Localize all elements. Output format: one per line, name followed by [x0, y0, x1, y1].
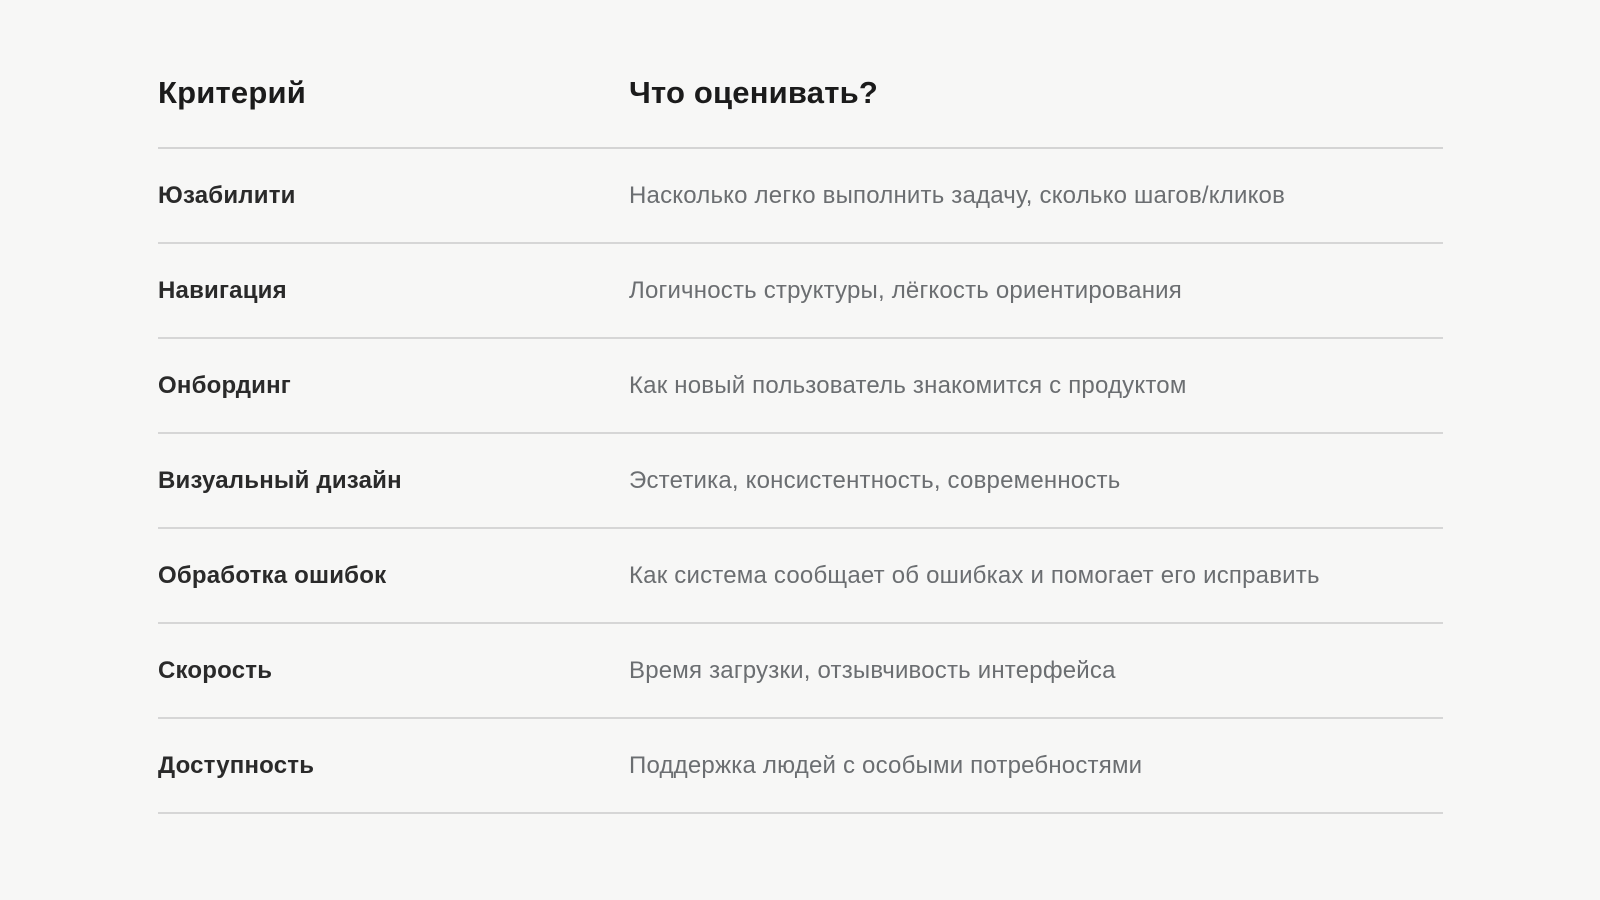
- table-row: Онбординг Как новый пользователь знакоми…: [158, 339, 1443, 434]
- criterion-cell: Скорость: [158, 656, 273, 684]
- criterion-cell: Доступность: [158, 751, 315, 779]
- description-cell: Насколько легко выполнить задачу, скольк…: [629, 181, 1286, 209]
- table-row: Визуальный дизайн Эстетика, консистентно…: [158, 434, 1443, 529]
- table-row: Доступность Поддержка людей с особыми по…: [158, 719, 1443, 814]
- criterion-cell: Онбординг: [158, 371, 291, 399]
- header-what-to-evaluate: Что оценивать?: [629, 74, 878, 110]
- criteria-table: Критерий Что оценивать? Юзабилити Наскол…: [158, 0, 1443, 814]
- criterion-cell: Юзабилити: [158, 181, 296, 209]
- description-cell: Как система сообщает об ошибках и помога…: [629, 561, 1320, 589]
- criterion-cell: Обработка ошибок: [158, 561, 387, 589]
- description-cell: Как новый пользователь знакомится с прод…: [629, 371, 1187, 399]
- table-row: Скорость Время загрузки, отзывчивость ин…: [158, 624, 1443, 719]
- table-row: Обработка ошибок Как система сообщает об…: [158, 529, 1443, 624]
- table-row: Юзабилити Насколько легко выполнить зада…: [158, 149, 1443, 244]
- description-cell: Эстетика, консистентность, современность: [629, 466, 1121, 494]
- header-criterion: Критерий: [158, 74, 306, 110]
- table-header-row: Критерий Что оценивать?: [158, 0, 1443, 149]
- table-body: Юзабилити Насколько легко выполнить зада…: [158, 149, 1443, 814]
- criterion-cell: Навигация: [158, 276, 287, 304]
- table-row: Навигация Логичность структуры, лёгкость…: [158, 244, 1443, 339]
- description-cell: Поддержка людей с особыми потребностями: [629, 751, 1143, 779]
- description-cell: Логичность структуры, лёгкость ориентиро…: [629, 276, 1182, 304]
- criterion-cell: Визуальный дизайн: [158, 466, 402, 494]
- description-cell: Время загрузки, отзывчивость интерфейса: [629, 656, 1116, 684]
